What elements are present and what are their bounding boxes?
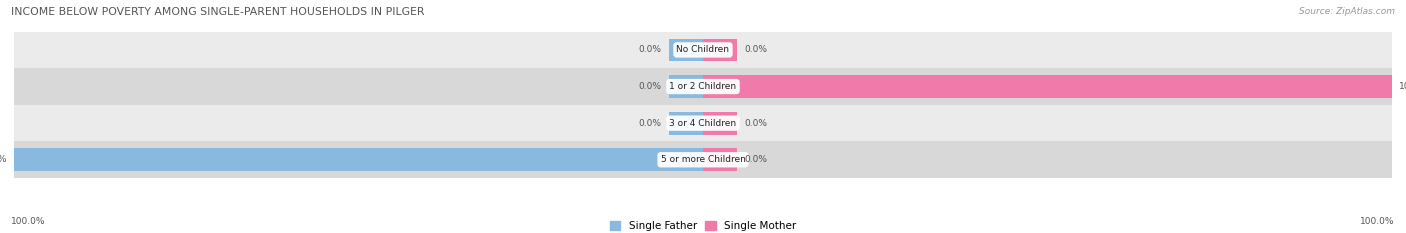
- Text: 0.0%: 0.0%: [744, 45, 768, 55]
- Text: 100.0%: 100.0%: [0, 155, 7, 164]
- Text: 5 or more Children: 5 or more Children: [661, 155, 745, 164]
- Bar: [703, 39, 738, 61]
- Text: Source: ZipAtlas.com: Source: ZipAtlas.com: [1299, 7, 1395, 16]
- Text: 0.0%: 0.0%: [744, 119, 768, 128]
- Text: 100.0%: 100.0%: [11, 217, 46, 226]
- Bar: [14, 148, 703, 171]
- Bar: [669, 75, 703, 98]
- Text: 0.0%: 0.0%: [638, 82, 662, 91]
- Bar: [14, 105, 1392, 141]
- Text: 0.0%: 0.0%: [638, 45, 662, 55]
- Text: 0.0%: 0.0%: [744, 155, 768, 164]
- Bar: [669, 112, 703, 134]
- Bar: [703, 75, 1392, 98]
- Bar: [14, 32, 1392, 68]
- Text: 100.0%: 100.0%: [1399, 82, 1406, 91]
- Text: 0.0%: 0.0%: [638, 119, 662, 128]
- Text: 3 or 4 Children: 3 or 4 Children: [669, 119, 737, 128]
- Bar: [703, 148, 738, 171]
- Text: 1 or 2 Children: 1 or 2 Children: [669, 82, 737, 91]
- Text: INCOME BELOW POVERTY AMONG SINGLE-PARENT HOUSEHOLDS IN PILGER: INCOME BELOW POVERTY AMONG SINGLE-PARENT…: [11, 7, 425, 17]
- Bar: [703, 112, 738, 134]
- Bar: [14, 141, 1392, 178]
- Bar: [669, 39, 703, 61]
- Text: No Children: No Children: [676, 45, 730, 55]
- Bar: [14, 68, 1392, 105]
- Legend: Single Father, Single Mother: Single Father, Single Mother: [606, 217, 800, 233]
- Text: 100.0%: 100.0%: [1360, 217, 1395, 226]
